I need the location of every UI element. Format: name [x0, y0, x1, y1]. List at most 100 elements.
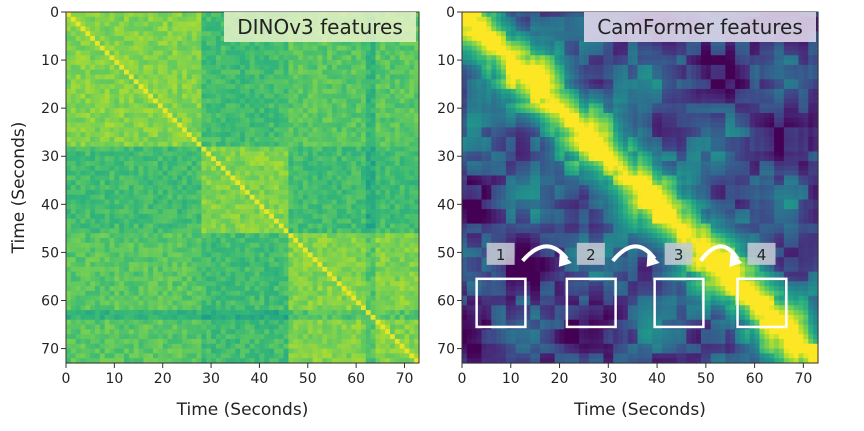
heatmap-cell	[331, 213, 338, 220]
heatmap-cell	[153, 237, 159, 244]
heatmap-cell	[95, 175, 101, 181]
heatmap-cell	[235, 204, 241, 210]
heatmap-cell	[409, 108, 415, 114]
heatmap-cell	[380, 281, 386, 287]
heatmap-cell	[317, 213, 323, 220]
heatmap-cell	[220, 117, 227, 124]
heatmap-cell	[356, 60, 362, 66]
heatmap-cell	[133, 314, 140, 321]
heatmap-cell	[414, 281, 420, 287]
heatmap-cell	[109, 98, 115, 104]
heatmap-cell	[206, 281, 212, 287]
heatmap-cell	[191, 93, 198, 100]
heatmap-cell	[254, 233, 261, 239]
heatmap-cell	[148, 319, 154, 326]
heatmap-cell	[201, 88, 207, 95]
heatmap-cell	[389, 146, 396, 153]
heatmap-cell	[191, 26, 198, 32]
heatmap-cell	[75, 276, 82, 282]
heatmap-cell	[143, 55, 149, 61]
heatmap-cell	[394, 334, 401, 340]
heatmap-cell	[138, 55, 144, 61]
heatmap-cell	[75, 137, 82, 143]
heatmap-cell	[307, 122, 314, 128]
heatmap-cell	[66, 60, 72, 66]
heatmap-cell	[254, 329, 261, 335]
heatmap-cell	[153, 12, 159, 18]
heatmap-cell	[317, 137, 323, 143]
heatmap-cell	[375, 324, 381, 330]
heatmap-cell	[153, 170, 159, 177]
heatmap-cell	[293, 324, 299, 330]
heatmap-cell	[235, 262, 241, 268]
heatmap-cell	[399, 165, 406, 172]
heatmap-cell	[133, 103, 140, 109]
heatmap-cell	[278, 295, 285, 302]
heatmap-cell	[380, 266, 386, 273]
heatmap-cell	[346, 156, 352, 162]
heatmap-cell	[351, 194, 357, 201]
heatmap-cell	[370, 185, 377, 191]
heatmap-cell	[240, 252, 246, 258]
heatmap-cell	[327, 74, 333, 80]
heatmap-cell	[143, 310, 149, 316]
heatmap-cell	[278, 127, 285, 133]
heatmap-cell	[211, 40, 217, 47]
heatmap-cell	[230, 290, 236, 297]
heatmap-cell	[409, 257, 415, 263]
heatmap-cell	[385, 112, 391, 119]
heatmap-cell	[157, 218, 164, 225]
heatmap-cell	[331, 228, 338, 234]
heatmap-cell	[283, 242, 290, 249]
heatmap-cell	[157, 117, 164, 124]
heatmap-cell	[99, 93, 106, 100]
heatmap-cell	[312, 271, 319, 278]
heatmap-cell	[312, 175, 319, 181]
heatmap-cell	[133, 98, 140, 104]
heatmap-cell	[346, 242, 352, 249]
heatmap-cell	[385, 218, 391, 225]
heatmap-cell	[191, 180, 198, 186]
heatmap-cell	[394, 161, 401, 167]
heatmap-cell	[172, 108, 178, 114]
heatmap-cell	[269, 137, 275, 143]
heatmap-cell	[201, 103, 207, 109]
heatmap-cell	[186, 185, 193, 191]
heatmap-cell	[365, 161, 372, 167]
heatmap-cell	[182, 247, 188, 254]
heatmap-cell	[409, 209, 415, 215]
heatmap-cell	[244, 60, 251, 66]
heatmap-cell	[191, 127, 198, 133]
heatmap-cell	[119, 146, 125, 153]
heatmap-cell	[138, 21, 144, 28]
heatmap-cell	[259, 132, 265, 138]
heatmap-cell	[360, 170, 367, 177]
heatmap-cell	[360, 141, 367, 148]
heatmap-cell	[336, 305, 343, 311]
heatmap-cell	[317, 141, 323, 148]
heatmap-cell	[356, 300, 362, 306]
heatmap-cell	[177, 199, 183, 205]
heatmap-cell	[215, 122, 222, 128]
heatmap-cell	[249, 151, 256, 157]
heatmap-cell	[143, 156, 149, 162]
heatmap-cell	[191, 300, 198, 306]
heatmap-cell	[273, 117, 280, 124]
heatmap-cell	[307, 242, 314, 249]
heatmap-cell	[389, 305, 396, 311]
heatmap-cell	[182, 233, 188, 239]
heatmap-cell	[162, 60, 169, 66]
heatmap-cell	[327, 165, 333, 172]
heatmap-cell	[385, 242, 391, 249]
heatmap-cell	[157, 319, 164, 326]
heatmap-cell	[153, 295, 159, 302]
heatmap-cell	[346, 180, 352, 186]
heatmap-cell	[191, 209, 198, 215]
heatmap-cell	[283, 132, 290, 138]
heatmap-cell	[336, 180, 343, 186]
heatmap-cell	[167, 271, 173, 278]
heatmap-cell	[404, 98, 410, 104]
heatmap-cell	[404, 213, 410, 220]
heatmap-cell	[128, 175, 135, 181]
heatmap-cell	[186, 209, 193, 215]
